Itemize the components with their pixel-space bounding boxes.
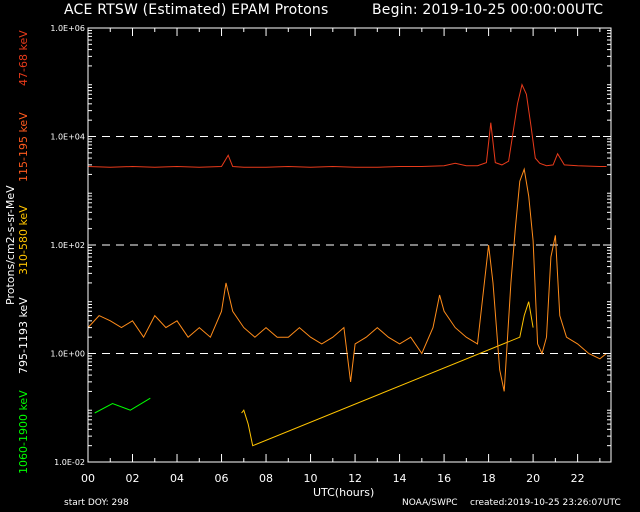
x-tick-label: 02 — [126, 472, 140, 485]
x-tick-label: 04 — [170, 472, 184, 485]
plot-frame — [87, 27, 612, 463]
series-line-795-1193 — [87, 167, 607, 392]
series-line-1060-1900 — [94, 397, 151, 414]
y-axis-labels: Protons/cm2-s-sr-MeV 47-68 keV 115-195 k… — [0, 0, 30, 512]
series-line-47-68 — [87, 83, 607, 168]
credit-label: NOAA/SWPC — [402, 498, 458, 508]
x-tick-label: 12 — [348, 472, 362, 485]
x-tick-label: 00 — [81, 472, 95, 485]
start-doy: start DOY: 298 — [64, 498, 129, 508]
y-tick-label: 1.0E+04 — [50, 133, 85, 142]
x-axis-label: UTC(hours) — [313, 486, 375, 499]
channel-label-795-1193: 795-1193 keV — [17, 297, 30, 374]
chart-title: ACE RTSW (Estimated) EPAM Protons — [64, 2, 329, 18]
x-tick-label: 10 — [304, 472, 318, 485]
y-tick-label: 1.0E+06 — [50, 24, 85, 33]
channel-label-1060-1900: 1060-1900 keV — [17, 390, 30, 474]
begin-time: Begin: 2019-10-25 00:00:00UTC — [372, 2, 604, 18]
y-axis-label: Protons/cm2-s-sr-MeV — [4, 185, 17, 305]
x-tick-label: 16 — [437, 472, 451, 485]
x-tick-label: 06 — [215, 472, 229, 485]
x-tick-label: 22 — [571, 472, 585, 485]
x-tick-label: 08 — [259, 472, 273, 485]
channel-label-47-68: 47-68 keV — [17, 30, 30, 86]
x-tick-label: 20 — [526, 472, 540, 485]
y-tick-label: 1.0E+00 — [50, 350, 85, 359]
x-tick-label: 18 — [482, 472, 496, 485]
grid-lines — [88, 136, 611, 354]
axis-ticks: 00 02 04 06 08 10 12 14 16 18 20 22 1.0E-02 1.0E+00 1.… — [50, 24, 611, 485]
series-line-310-580 — [241, 301, 534, 447]
x-tick-label: 14 — [393, 472, 407, 485]
data-series — [87, 83, 607, 447]
channel-label-115-195: 115-195 keV — [17, 112, 30, 182]
created-timestamp: created:2019-10-25 23:26:07UTC — [470, 498, 621, 508]
y-tick-label: 1.0E+02 — [50, 241, 85, 250]
y-tick-label: 1.0E-02 — [54, 458, 85, 467]
channel-label-310-580: 310-580 keV — [17, 205, 30, 275]
